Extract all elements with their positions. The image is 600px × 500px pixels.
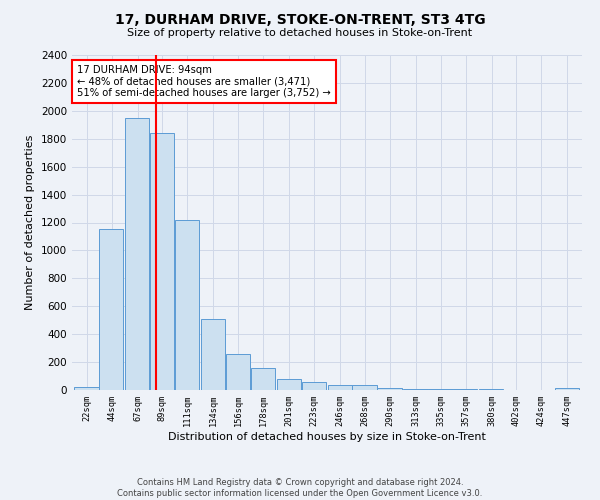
Bar xyxy=(175,220,199,390)
Text: Contains HM Land Registry data © Crown copyright and database right 2024.
Contai: Contains HM Land Registry data © Crown c… xyxy=(118,478,482,498)
Bar xyxy=(403,389,428,390)
Bar xyxy=(352,385,377,390)
Bar xyxy=(125,118,149,390)
Bar xyxy=(150,133,175,390)
Text: 17 DURHAM DRIVE: 94sqm
← 48% of detached houses are smaller (3,471)
51% of semi-: 17 DURHAM DRIVE: 94sqm ← 48% of detached… xyxy=(77,65,331,98)
Bar xyxy=(201,319,225,390)
Bar xyxy=(328,385,352,390)
Bar xyxy=(377,388,401,390)
Bar xyxy=(555,388,579,390)
Y-axis label: Number of detached properties: Number of detached properties xyxy=(25,135,35,310)
Bar xyxy=(302,382,326,390)
Bar xyxy=(251,368,275,390)
Bar xyxy=(99,230,124,390)
X-axis label: Distribution of detached houses by size in Stoke-on-Trent: Distribution of detached houses by size … xyxy=(168,432,486,442)
Text: Size of property relative to detached houses in Stoke-on-Trent: Size of property relative to detached ho… xyxy=(127,28,473,38)
Bar xyxy=(277,379,301,390)
Text: 17, DURHAM DRIVE, STOKE-ON-TRENT, ST3 4TG: 17, DURHAM DRIVE, STOKE-ON-TRENT, ST3 4T… xyxy=(115,12,485,26)
Bar xyxy=(74,386,98,390)
Bar xyxy=(226,354,250,390)
